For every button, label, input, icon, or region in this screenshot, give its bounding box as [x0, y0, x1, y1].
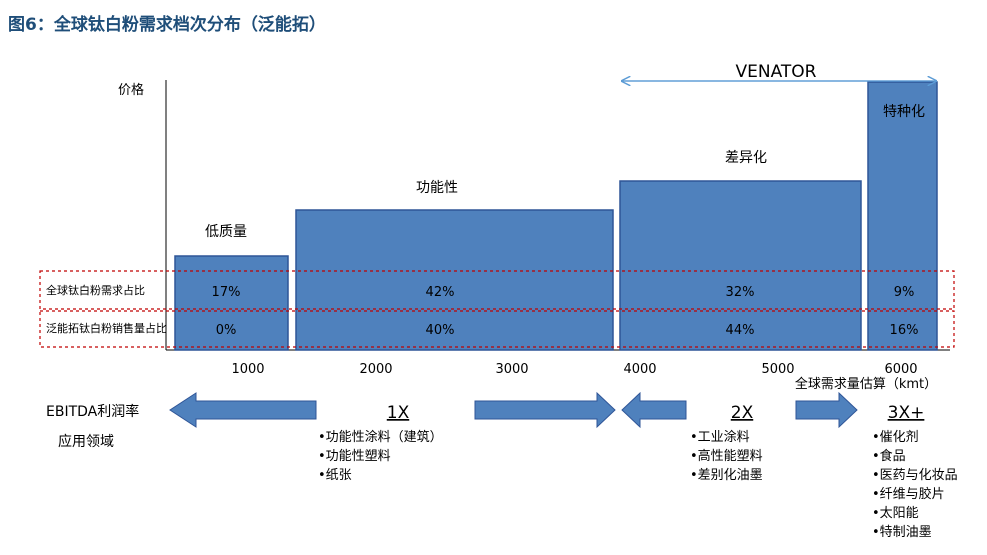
x-tick-1000: 1000 [231, 362, 264, 377]
tier-1x-applications: •功能性涂料（建筑） •功能性塑料 •纸张 [318, 428, 443, 485]
row-label-global-demand: 全球钛白粉需求占比 [46, 283, 145, 297]
list-item: •纸张 [318, 468, 352, 483]
list-item: •催化剂 [872, 430, 919, 445]
list-item: •功能性塑料 [318, 449, 391, 464]
category-label-low-quality: 低质量 [205, 224, 247, 240]
x-tick-2000: 2000 [359, 362, 392, 377]
list-item: •纤维与胶片 [872, 487, 945, 502]
x-tick-3000: 3000 [495, 362, 528, 377]
value-global-low-quality: 17% [212, 285, 241, 300]
bar-low-quality [174, 255, 289, 351]
application-label: 应用领域 [58, 433, 114, 450]
list-item: •太阳能 [872, 506, 919, 521]
list-item: •差别化油墨 [690, 468, 763, 483]
category-label-specialty: 特种化 [883, 104, 925, 120]
category-label-functional: 功能性 [416, 180, 458, 196]
x-tick-6000: 6000 [884, 362, 917, 377]
tier-3x-applications: •催化剂 •食品 •医药与化妆品 •纤维与胶片 •太阳能 •特制油墨 [872, 428, 958, 542]
y-axis-label: 价格 [118, 82, 144, 98]
row-venator-sales-box [39, 310, 955, 348]
value-venator-differentiated: 44% [726, 323, 755, 338]
value-venator-low-quality: 0% [216, 323, 237, 338]
value-global-specialty: 9% [894, 285, 915, 300]
ebitda-label: EBITDA利润率 [46, 403, 139, 420]
list-item: •医药与化妆品 [872, 468, 958, 483]
tier-label-1x: 1X [387, 403, 410, 423]
bar-differentiated [619, 180, 862, 351]
category-label-differentiated: 差异化 [725, 150, 767, 166]
arrow-left-ebitda [169, 392, 317, 428]
list-item: •特制油墨 [872, 525, 932, 540]
venator-label: VENATOR [736, 62, 817, 82]
tier-2x-applications: •工业涂料 •高性能塑料 •差别化油墨 [690, 428, 763, 485]
value-venator-specialty: 16% [890, 323, 919, 338]
x-tick-4000: 4000 [623, 362, 656, 377]
tier-label-3x: 3X+ [888, 403, 925, 423]
x-tick-5000: 5000 [761, 362, 794, 377]
figure-title: 图6：全球钛白粉需求档次分布（泛能拓） [8, 15, 326, 35]
arrow-right-1x [474, 391, 616, 429]
list-item: •高性能塑料 [690, 449, 763, 464]
row-global-demand-box [39, 270, 955, 310]
arrow-right-2x [795, 391, 858, 429]
list-item: •食品 [872, 449, 906, 464]
tier-label-2x: 2X [731, 403, 754, 423]
x-axis-label: 全球需求量估算（kmt） [795, 376, 937, 392]
value-venator-functional: 40% [426, 323, 455, 338]
row-label-venator-sales: 泛能拓钛白粉销售量占比 [46, 321, 167, 335]
value-global-functional: 42% [426, 285, 455, 300]
list-item: •工业涂料 [690, 430, 750, 445]
list-item: •功能性涂料（建筑） [318, 430, 443, 445]
arrow-left-2x [621, 391, 687, 429]
bar-specialty [867, 81, 938, 351]
bar-functional [295, 209, 614, 351]
value-global-differentiated: 32% [726, 285, 755, 300]
